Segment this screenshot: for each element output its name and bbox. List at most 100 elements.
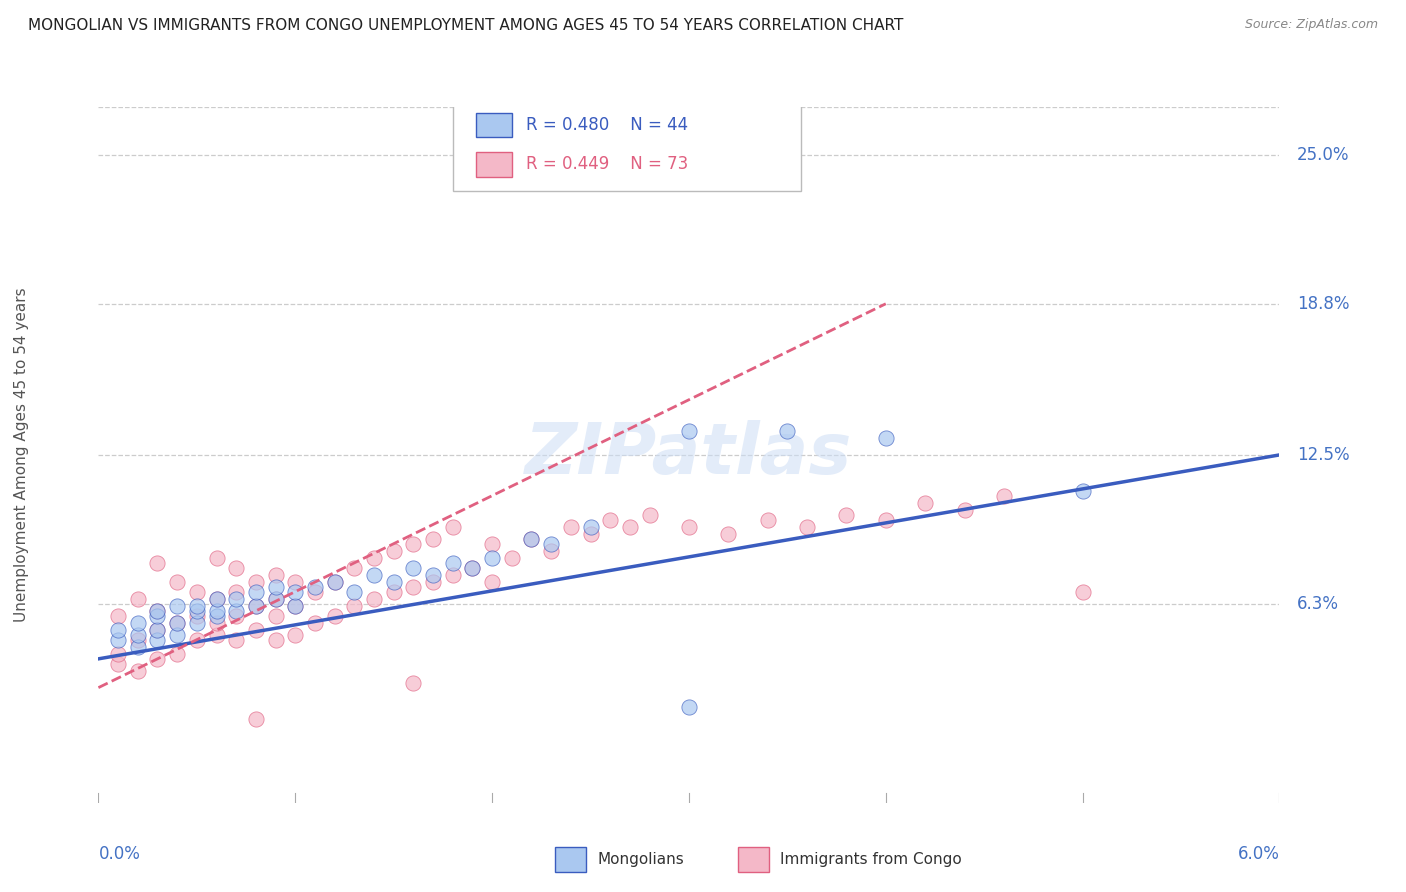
Point	[579, 527, 602, 541]
Point	[796, 520, 818, 534]
Text: R = 0.480    N = 44: R = 0.480 N = 44	[526, 116, 688, 134]
Point	[284, 599, 307, 613]
Point	[678, 699, 700, 714]
Text: 6.0%: 6.0%	[1237, 845, 1279, 863]
Point	[245, 599, 267, 613]
Point	[382, 584, 405, 599]
Point	[284, 628, 307, 642]
Text: Unemployment Among Ages 45 to 54 years: Unemployment Among Ages 45 to 54 years	[14, 287, 30, 623]
Point	[343, 584, 366, 599]
Point	[205, 551, 228, 566]
Point	[323, 575, 346, 590]
Point	[540, 537, 562, 551]
Point	[264, 567, 287, 582]
Point	[284, 599, 307, 613]
Point	[363, 551, 385, 566]
Point	[638, 508, 661, 522]
Point	[146, 604, 169, 618]
Bar	[477, 153, 512, 177]
Point	[264, 632, 287, 647]
Point	[323, 608, 346, 623]
Point	[382, 575, 405, 590]
Point	[146, 608, 169, 623]
Point	[481, 537, 503, 551]
Point	[993, 489, 1015, 503]
Point	[835, 508, 858, 522]
Point	[205, 591, 228, 606]
Point	[343, 599, 366, 613]
Point	[225, 632, 247, 647]
Point	[107, 608, 129, 623]
Point	[619, 520, 641, 534]
Text: 25.0%: 25.0%	[1298, 146, 1350, 164]
Point	[127, 628, 149, 642]
Point	[146, 623, 169, 637]
Point	[481, 575, 503, 590]
Point	[205, 604, 228, 618]
Point	[245, 584, 267, 599]
Point	[441, 520, 464, 534]
FancyBboxPatch shape	[453, 103, 801, 191]
Point	[323, 575, 346, 590]
Text: Mongolians: Mongolians	[598, 853, 685, 867]
Point	[1071, 584, 1094, 599]
Point	[245, 712, 267, 726]
Point	[953, 503, 976, 517]
Point	[914, 496, 936, 510]
Point	[422, 532, 444, 546]
Point	[422, 575, 444, 590]
Point	[186, 632, 208, 647]
Point	[186, 615, 208, 630]
Point	[146, 604, 169, 618]
Point	[441, 556, 464, 570]
Point	[264, 580, 287, 594]
Point	[127, 640, 149, 654]
Point	[343, 560, 366, 574]
Point	[225, 560, 247, 574]
Text: ZIPatlas: ZIPatlas	[526, 420, 852, 490]
Text: MONGOLIAN VS IMMIGRANTS FROM CONGO UNEMPLOYMENT AMONG AGES 45 TO 54 YEARS CORREL: MONGOLIAN VS IMMIGRANTS FROM CONGO UNEMP…	[28, 18, 904, 33]
Point	[107, 623, 129, 637]
Point	[127, 615, 149, 630]
Point	[146, 652, 169, 666]
Point	[245, 599, 267, 613]
Point	[186, 584, 208, 599]
Point	[776, 424, 799, 438]
Point	[304, 580, 326, 594]
Text: Source: ZipAtlas.com: Source: ZipAtlas.com	[1244, 18, 1378, 31]
Point	[284, 575, 307, 590]
Point	[441, 567, 464, 582]
Point	[461, 560, 484, 574]
Point	[166, 599, 188, 613]
Point	[520, 532, 543, 546]
Text: 18.8%: 18.8%	[1298, 294, 1350, 313]
Point	[166, 647, 188, 661]
Point	[599, 513, 621, 527]
Point	[166, 615, 188, 630]
Point	[363, 591, 385, 606]
Point	[205, 615, 228, 630]
Point	[127, 664, 149, 678]
Point	[225, 584, 247, 599]
Point	[875, 513, 897, 527]
Bar	[738, 847, 769, 872]
Point	[382, 544, 405, 558]
Point	[205, 628, 228, 642]
Point	[402, 676, 425, 690]
Point	[481, 551, 503, 566]
Bar	[555, 847, 586, 872]
Point	[560, 520, 582, 534]
Point	[402, 537, 425, 551]
Point	[186, 608, 208, 623]
Text: R = 0.449    N = 73: R = 0.449 N = 73	[526, 155, 688, 173]
Point	[422, 567, 444, 582]
Point	[501, 551, 523, 566]
Text: 12.5%: 12.5%	[1298, 446, 1350, 464]
Point	[264, 591, 287, 606]
Text: 0.0%: 0.0%	[98, 845, 141, 863]
Text: 6.3%: 6.3%	[1298, 595, 1339, 613]
Point	[402, 560, 425, 574]
Point	[225, 591, 247, 606]
Point	[107, 632, 129, 647]
Point	[875, 431, 897, 445]
